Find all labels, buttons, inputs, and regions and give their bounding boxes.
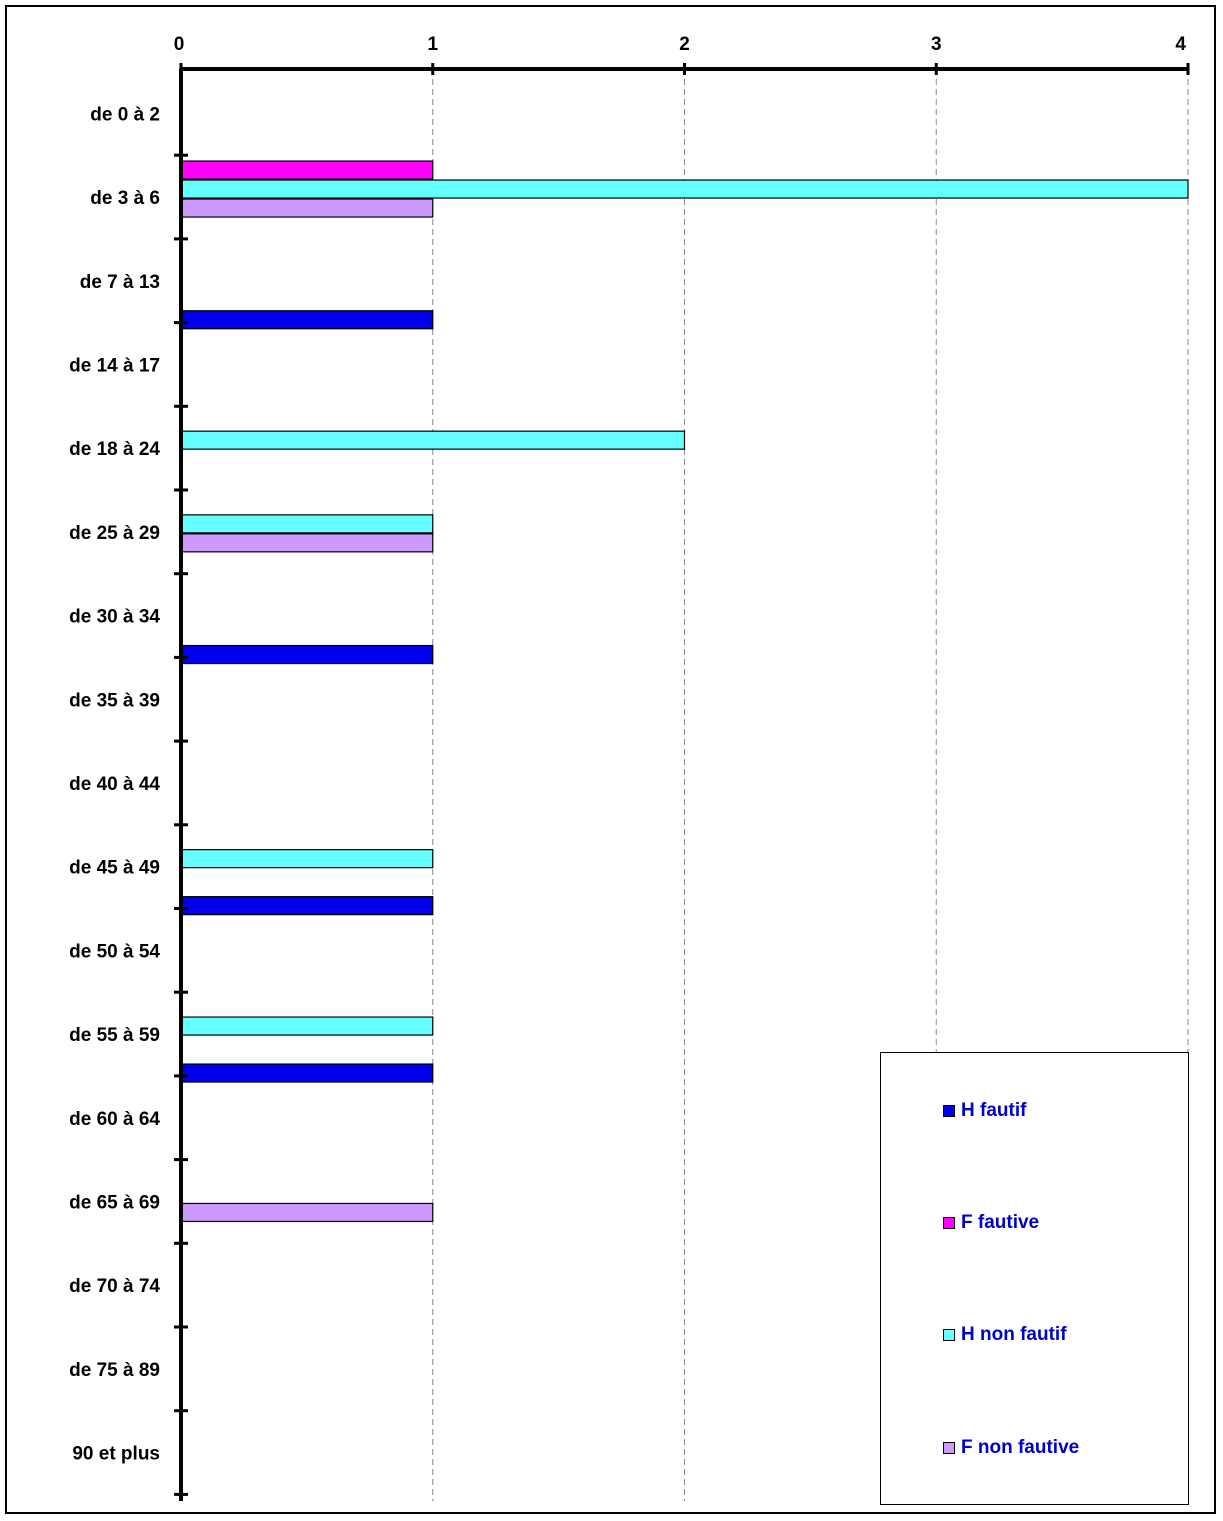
legend-swatch [943, 1217, 955, 1229]
y-tick-label: de 60 à 64 [69, 1109, 160, 1130]
x-tick-label: 4 [1175, 34, 1186, 55]
legend-swatch [943, 1442, 955, 1454]
y-tick-label: de 30 à 34 [69, 607, 160, 628]
legend-label: H fautif [961, 1100, 1026, 1122]
legend-item: H fautif [943, 1100, 1026, 1122]
bar-f-fautive [181, 161, 433, 179]
y-tick-label: de 3 à 6 [90, 188, 160, 209]
y-tick-label: de 40 à 44 [69, 774, 160, 795]
y-tick-label: 90 et plus [72, 1444, 160, 1465]
x-tick-label: 3 [931, 34, 942, 55]
legend: H fautif F fautive H non fautif F non fauti… [880, 1052, 1189, 1505]
legend-swatch [943, 1105, 955, 1117]
bar-f-non-fautive [181, 1203, 433, 1221]
legend-swatch [943, 1329, 955, 1341]
legend-label: F non fautive [961, 1437, 1079, 1459]
bar-h-non-fautif [181, 850, 433, 868]
y-tick-label: de 0 à 2 [90, 104, 160, 125]
y-tick-label: de 35 à 39 [69, 690, 160, 711]
bar-h-fautif [181, 1064, 433, 1082]
y-tick-label: de 50 à 54 [69, 941, 160, 962]
legend-label: H non fautif [961, 1324, 1067, 1346]
y-tick-label: de 45 à 49 [69, 858, 160, 879]
x-tick-label: 0 [174, 34, 185, 55]
bar-h-non-fautif [181, 180, 1188, 198]
bar-f-non-fautive [181, 199, 433, 217]
x-tick-label: 2 [679, 34, 690, 55]
x-tick-label: 1 [427, 34, 438, 55]
y-tick-label: de 70 à 74 [69, 1276, 160, 1297]
bar-f-non-fautive [181, 534, 433, 552]
legend-item: F non fautive [943, 1437, 1079, 1459]
bar-h-fautif [181, 311, 433, 329]
bar-h-fautif [181, 646, 433, 664]
bar-h-non-fautif [181, 431, 685, 449]
bar-h-non-fautif [181, 515, 433, 533]
y-tick-label: de 55 à 59 [69, 1025, 160, 1046]
legend-item: H non fautif [943, 1324, 1067, 1346]
legend-item: F fautive [943, 1212, 1039, 1234]
y-tick-label: de 25 à 29 [69, 523, 160, 544]
y-tick-label: de 14 à 17 [69, 355, 160, 376]
bar-h-non-fautif [181, 1017, 433, 1035]
y-tick-label: de 65 à 69 [69, 1192, 160, 1213]
y-tick-label: de 7 à 13 [80, 272, 160, 293]
y-tick-label: de 75 à 89 [69, 1360, 160, 1381]
y-tick-label: de 18 à 24 [69, 439, 160, 460]
bar-h-fautif [181, 897, 433, 915]
legend-label: F fautive [961, 1212, 1039, 1234]
